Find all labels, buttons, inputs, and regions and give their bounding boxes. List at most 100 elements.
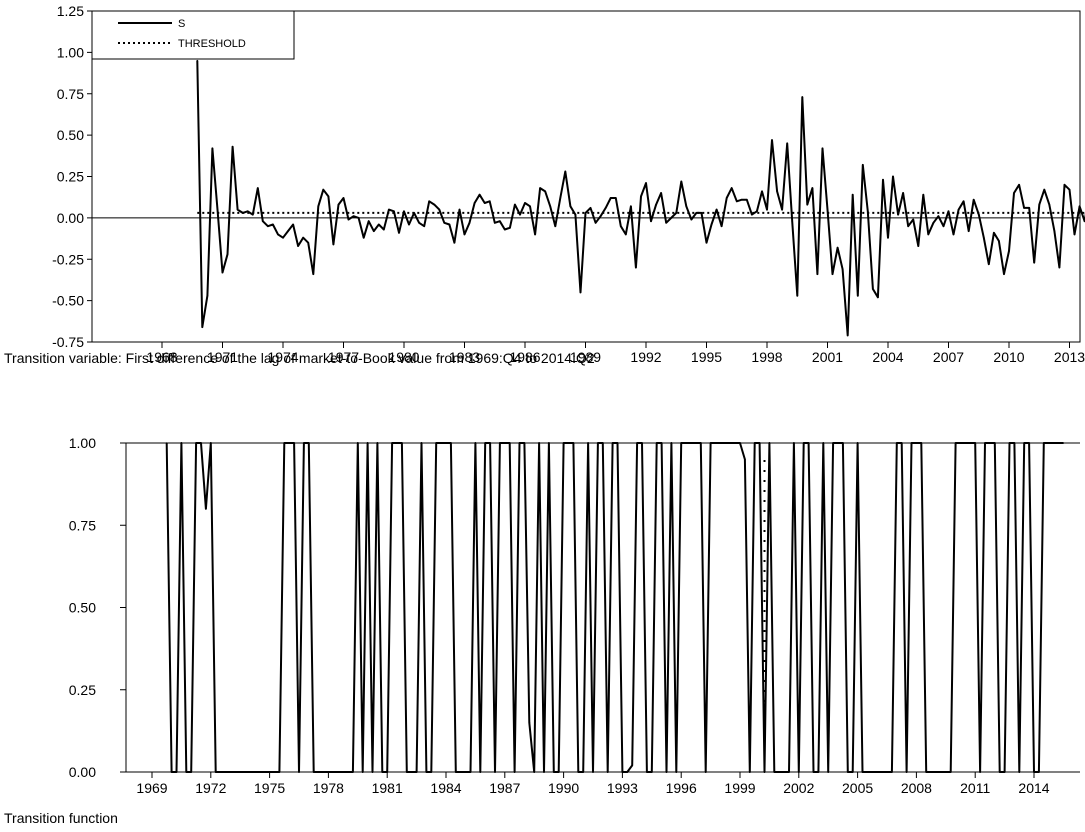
y-tick-label: 0.25: [57, 169, 84, 185]
transition-data-point: [832, 442, 834, 444]
s-data-point: [604, 207, 607, 209]
x-tick-label: 1999: [724, 780, 755, 796]
s-data-point: [998, 240, 1000, 242]
transition-data-point: [719, 442, 722, 444]
s-data-point: [554, 225, 557, 227]
transition-data-point: [303, 442, 305, 444]
transition-data-point: [239, 771, 241, 773]
s-data-point: [478, 193, 481, 196]
s-data-point: [857, 294, 859, 297]
x-tick-label: 1981: [372, 780, 403, 796]
transition-data-point: [450, 442, 452, 444]
s-data-point: [952, 233, 955, 236]
s-data-point: [236, 208, 239, 211]
s-data-point: [317, 205, 320, 208]
x-tick-label: 1998: [751, 349, 782, 365]
transition-data-point: [959, 442, 962, 444]
transition-data-point: [866, 771, 869, 773]
transition-data-point: [871, 771, 874, 773]
transition-data-point: [396, 442, 398, 444]
s-data-point: [257, 187, 259, 189]
s-data-point: [448, 223, 451, 226]
s-data-point: [1018, 184, 1020, 186]
s-data-point: [231, 145, 234, 148]
s-data-point: [907, 225, 909, 227]
s-data-point: [599, 215, 602, 217]
s-data-point: [655, 203, 657, 206]
transition-data-point: [793, 442, 795, 444]
s-data-point: [564, 170, 567, 173]
transition-data-point: [910, 442, 913, 444]
transition-data-point: [651, 771, 653, 773]
transition-data-point: [949, 771, 952, 773]
transition-data-point: [1033, 771, 1035, 773]
s-data-point: [589, 207, 592, 209]
transition-data-point: [406, 771, 408, 773]
transition-data-point: [802, 442, 805, 444]
y-tick-label: -0.25: [52, 251, 84, 267]
s-data-point: [1073, 233, 1076, 236]
transition-data-point: [459, 771, 462, 773]
s-data-point: [851, 193, 854, 196]
s-data-point: [226, 253, 229, 256]
x-tick-label: 2001: [812, 349, 843, 365]
transition-data-point: [881, 771, 883, 773]
s-data-point: [670, 217, 672, 219]
s-data-point: [882, 179, 884, 181]
transition-data-point: [611, 442, 614, 444]
s-data-point: [801, 96, 804, 98]
s-data-point: [862, 164, 864, 166]
y-tick-label: 0.50: [57, 127, 84, 143]
s-data-point: [962, 200, 965, 203]
s-data-point: [1078, 205, 1081, 208]
transition-data-point: [249, 771, 251, 773]
transition-data-point: [930, 771, 932, 773]
transition-function-panel: 0.00 0.25 0.50 0.75 1.00 1969 1972 1975 1978 198…: [69, 435, 1080, 796]
transition-data-point: [1057, 442, 1060, 444]
transition-data-point: [749, 771, 751, 773]
s-data-point: [559, 197, 562, 199]
transition-data-point: [587, 442, 589, 444]
transition-data-point: [773, 771, 776, 773]
transition-data-point: [940, 771, 942, 773]
transition-data-point: [175, 771, 178, 773]
s-data-point: [367, 220, 370, 222]
x-tick-label: 1989: [570, 349, 601, 365]
transition-data-point: [283, 442, 286, 444]
transition-data-point: [200, 442, 202, 444]
transition-data-point: [562, 442, 565, 444]
x-tick-label: 2013: [1054, 349, 1085, 365]
transition-data-point: [391, 442, 393, 444]
transition-data-point: [484, 442, 487, 444]
transition-data-point: [185, 771, 188, 773]
transition-data-point: [278, 771, 281, 773]
s-data-point: [972, 198, 975, 201]
x-tick-label: 2002: [783, 780, 814, 796]
s-data-point: [206, 294, 209, 297]
s-data-point: [756, 210, 758, 213]
x-tick-label: 1968: [146, 349, 177, 365]
transition-data-point: [180, 442, 183, 444]
s-data-point: [337, 203, 340, 206]
transition-data-point: [435, 442, 438, 444]
transition-data-point: [557, 771, 560, 773]
s-data-point: [710, 223, 713, 226]
transition-data-point: [744, 458, 746, 461]
transition-data-point: [582, 771, 584, 773]
bottom-caption: Transition function: [4, 810, 118, 826]
transition-data-point: [876, 771, 878, 773]
s-data-point: [650, 220, 652, 222]
transition-data-point: [954, 442, 957, 444]
transition-data-point: [293, 442, 295, 444]
transition-data-point: [837, 442, 839, 444]
s-data-point: [539, 187, 541, 189]
s-data-point: [241, 212, 244, 214]
plot-frame: [91, 10, 1081, 343]
legend-label-threshold: THRESHOLD: [178, 38, 246, 50]
s-data-point: [786, 142, 788, 145]
transition-data-point: [660, 442, 663, 444]
transition-data-point: [440, 442, 442, 444]
transition-data-point: [626, 771, 629, 773]
x-axis: 1968 1971 1974 1977 1980 1983 1986 1989 1992 1995…: [146, 342, 1085, 365]
transition-data-point: [979, 771, 981, 773]
